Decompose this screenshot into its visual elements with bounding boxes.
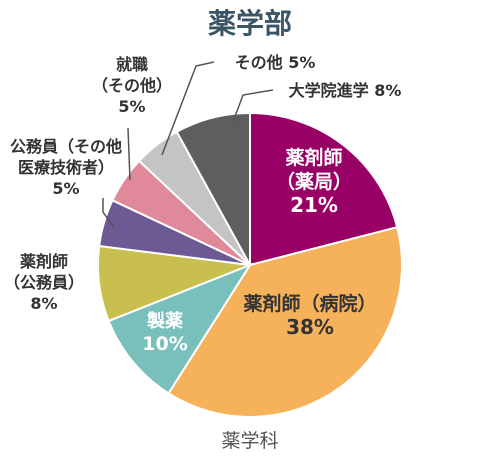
chart-footer: 薬学科 <box>221 430 279 452</box>
chart-title: 薬学部 <box>207 7 292 40</box>
slice-label: 就職（その他） 5% <box>92 55 172 116</box>
pie-slice <box>175 111 251 266</box>
slice-label: 薬剤師（公務員） 8% <box>4 252 84 313</box>
slice-label: 公務員（その他医療技術者） 5% <box>10 137 122 198</box>
slice-label: その他 5% <box>235 53 316 72</box>
pie-slice <box>167 225 403 418</box>
slice-label: 製薬 10% <box>142 311 187 355</box>
leader-line <box>127 127 131 181</box>
slice-label: 薬剤師（病院） 38% <box>242 292 376 339</box>
slice-label: 薬剤師（薬局） 21% <box>276 146 352 217</box>
slice-label: 大学院進学 8% <box>289 81 402 100</box>
leader-line <box>161 61 215 156</box>
leader-line <box>102 198 116 230</box>
pie-slice <box>249 111 399 267</box>
pie-slice <box>107 262 253 395</box>
leader-line <box>232 89 274 123</box>
